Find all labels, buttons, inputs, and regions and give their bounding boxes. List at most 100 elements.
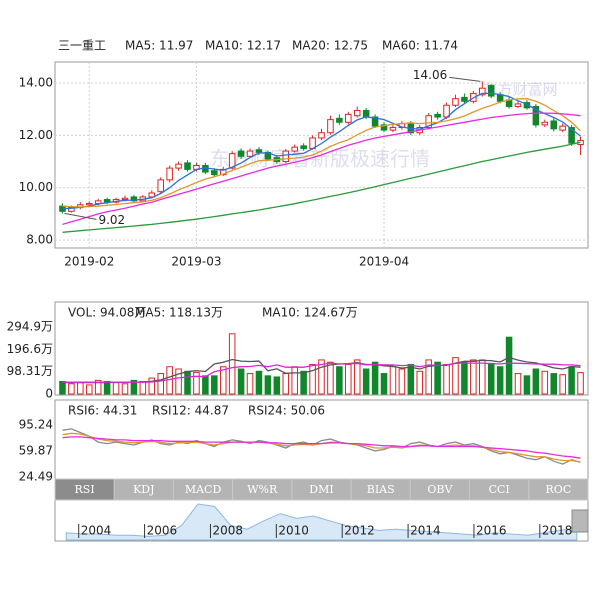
volume-bar <box>300 370 307 395</box>
candle-body <box>255 149 263 153</box>
candle-body <box>362 109 370 118</box>
series-line <box>62 436 581 459</box>
volume-bar <box>568 366 575 395</box>
y-tick-label: 24.49 <box>19 470 53 484</box>
volume-bar <box>121 383 129 395</box>
indicator-tab-label[interactable]: CCI <box>489 483 510 496</box>
series-line <box>62 92 581 210</box>
x-tick-label: 2014 <box>410 524 441 538</box>
volume-bar <box>193 371 200 395</box>
volume-bar <box>202 375 209 395</box>
legend-entry[interactable]: RSI12: 44.87 <box>152 404 229 418</box>
volume-bar <box>362 368 370 395</box>
indicator-tab-label[interactable]: W%R <box>247 483 278 496</box>
volume-bar <box>68 383 75 395</box>
volume-bar <box>443 363 450 395</box>
watermark: 东方财富看新版极速行情 <box>210 147 430 171</box>
legend-entry[interactable]: MA5: 11.97 <box>125 39 193 53</box>
range-slider[interactable] <box>571 509 589 533</box>
candle-body <box>425 115 432 128</box>
candle-body <box>282 150 290 163</box>
candle-body <box>237 150 245 157</box>
volume-bar <box>219 366 227 395</box>
volume-bar <box>184 370 191 395</box>
y-tick-label: 59.87 <box>19 443 53 457</box>
candle-body <box>184 162 191 170</box>
volume-bar <box>112 382 120 395</box>
volume-bar <box>541 370 549 395</box>
candle-body <box>148 192 156 198</box>
volume-bar <box>487 362 495 395</box>
y-tick-label: 12.00 <box>19 128 53 142</box>
volume-bar <box>318 359 325 395</box>
candle-body <box>541 121 549 126</box>
candle-body <box>380 124 388 131</box>
volume-bar <box>407 363 415 395</box>
candle-body <box>175 163 182 169</box>
legend-entry[interactable]: RSI24: 50.06 <box>248 404 325 418</box>
volume-panel <box>54 301 589 396</box>
candle-body <box>479 87 486 96</box>
legend-entry[interactable]: RSI6: 44.31 <box>68 404 137 418</box>
history-area <box>65 503 578 541</box>
volume-bar <box>228 333 236 395</box>
volume-bar <box>434 361 441 395</box>
legend-entry[interactable]: MA60: 11.74 <box>382 39 458 53</box>
legend-entry[interactable]: MA10: 124.67万 <box>262 306 358 320</box>
volume-bar <box>157 373 164 395</box>
x-tick-label: 2008 <box>212 524 243 538</box>
x-tick-label: 2019-04 <box>359 255 409 269</box>
high-pointer <box>449 76 481 82</box>
volume-bar <box>353 359 361 395</box>
candle-body <box>371 116 379 127</box>
indicator-tab-label[interactable]: DMI <box>309 483 333 496</box>
candle-body <box>327 119 334 134</box>
high-label: 14.06 <box>413 68 447 82</box>
candle-body <box>157 179 164 193</box>
volume-bar <box>77 382 84 395</box>
y-tick-label: 95.24 <box>19 418 53 432</box>
candle-body <box>130 196 138 202</box>
volume-bar <box>532 368 540 395</box>
volume-bar <box>130 379 138 395</box>
candle-body <box>353 109 361 117</box>
volume-bar <box>327 361 334 395</box>
volume-bar <box>255 370 263 395</box>
y-tick-label: 8.00 <box>26 233 53 247</box>
legend-entry[interactable]: MA20: 12.75 <box>292 39 368 53</box>
volume-bar <box>246 373 254 395</box>
y-tick-label: 196.6万 <box>7 342 53 356</box>
indicator-tab-label[interactable]: MACD <box>185 483 222 496</box>
volume-bar <box>479 359 486 395</box>
indicator-tab-label[interactable]: KDJ <box>133 483 154 496</box>
volume-bar <box>416 370 424 395</box>
x-tick-label: 2018 <box>542 524 573 538</box>
candle-body <box>434 113 441 118</box>
candle-body <box>318 132 325 139</box>
series-line <box>62 428 581 465</box>
indicator-tab-label[interactable]: RSI <box>75 483 95 496</box>
volume-bar <box>85 384 93 395</box>
volume-bar <box>389 366 397 395</box>
candle-body <box>345 113 352 123</box>
legend-entry[interactable]: VOL: 94.08万 <box>68 306 146 320</box>
candle-body <box>559 125 566 131</box>
volume-bar <box>148 377 156 395</box>
volume-bar <box>211 375 218 395</box>
volume-bar <box>282 373 290 395</box>
candle-body <box>452 98 459 106</box>
indicator-tab-label[interactable]: BIAS <box>367 483 395 496</box>
legend-entry[interactable]: MA10: 12.17 <box>205 39 281 53</box>
indicator-tab-label[interactable]: ROC <box>546 483 572 496</box>
volume-bar <box>496 366 504 395</box>
low-label: 9.02 <box>98 213 125 227</box>
legend-entry[interactable]: MA5: 118.13万 <box>135 306 223 320</box>
volume-bar <box>237 368 245 395</box>
volume-bar <box>94 379 102 395</box>
candle-body <box>166 167 173 181</box>
indicator-tab-label[interactable]: OBV <box>427 483 453 496</box>
indicator-tab[interactable] <box>528 478 589 501</box>
chart-title: 三一重工 <box>58 39 106 53</box>
